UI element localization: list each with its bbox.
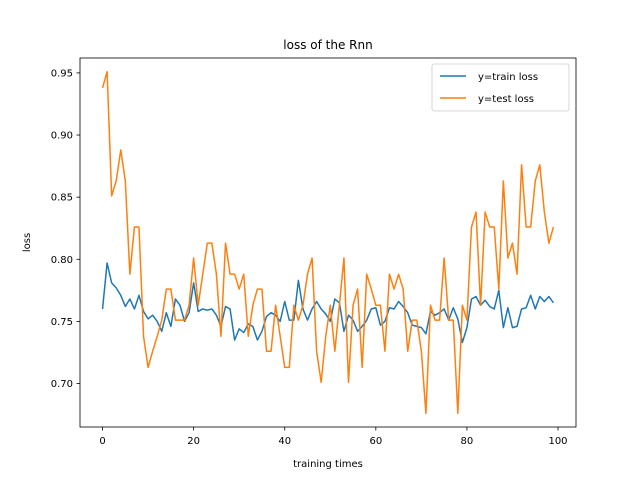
x-tick-label: 0 [99, 436, 105, 447]
legend-label-train: y=train loss [478, 72, 538, 83]
x-tick-label: 60 [369, 436, 382, 447]
chart-title: loss of the Rnn [283, 38, 372, 52]
legend-box [431, 63, 570, 112]
y-tick-label: 0.90 [51, 131, 73, 142]
y-axis: 0.70 0.75 0.80 0.85 0.90 0.95 [51, 68, 80, 390]
plot-frame [79, 57, 577, 428]
x-tick-label: 80 [461, 436, 474, 447]
legend: y=train loss y=test loss [431, 63, 570, 112]
x-axis: 0 20 40 60 80 100 [99, 427, 568, 447]
x-tick-label: 40 [278, 436, 291, 447]
y-tick-label: 0.80 [51, 255, 73, 266]
series-line-test [101, 70, 555, 415]
y-tick-label: 0.85 [51, 193, 73, 204]
x-tick-label: 20 [187, 436, 200, 447]
y-tick-label: 0.75 [51, 317, 73, 328]
x-tick-label: 100 [548, 436, 567, 447]
x-axis-label: training times [293, 459, 363, 470]
legend-label-test: y=test loss [478, 94, 534, 105]
y-axis-label: loss [22, 233, 33, 252]
y-tick-label: 0.70 [51, 379, 73, 390]
y-tick-label: 0.95 [51, 68, 73, 79]
plot-series-group [101, 70, 555, 415]
